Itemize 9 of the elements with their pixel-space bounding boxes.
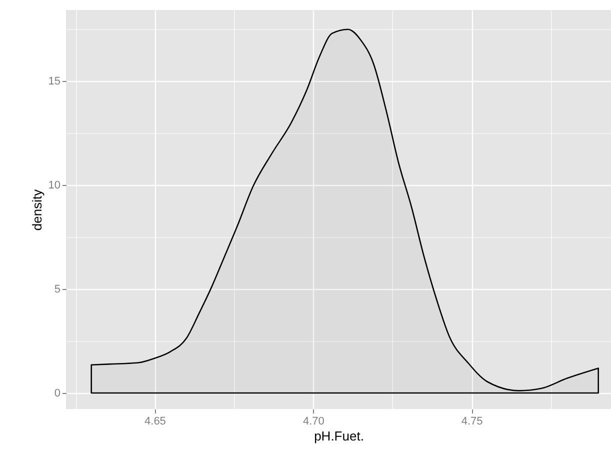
y-tick-label: 5 <box>54 283 60 296</box>
y-tick-label: 15 <box>48 75 60 88</box>
x-tick-label: 4.65 <box>144 416 166 428</box>
x-axis-title: pH.Fuet. <box>314 428 364 444</box>
y-tick-label: 10 <box>48 179 60 192</box>
x-tick-label: 4.75 <box>461 416 483 428</box>
y-tick-label: 0 <box>54 387 60 400</box>
x-tick-label: 4.70 <box>302 416 324 428</box>
y-axis-title: density <box>29 188 44 231</box>
